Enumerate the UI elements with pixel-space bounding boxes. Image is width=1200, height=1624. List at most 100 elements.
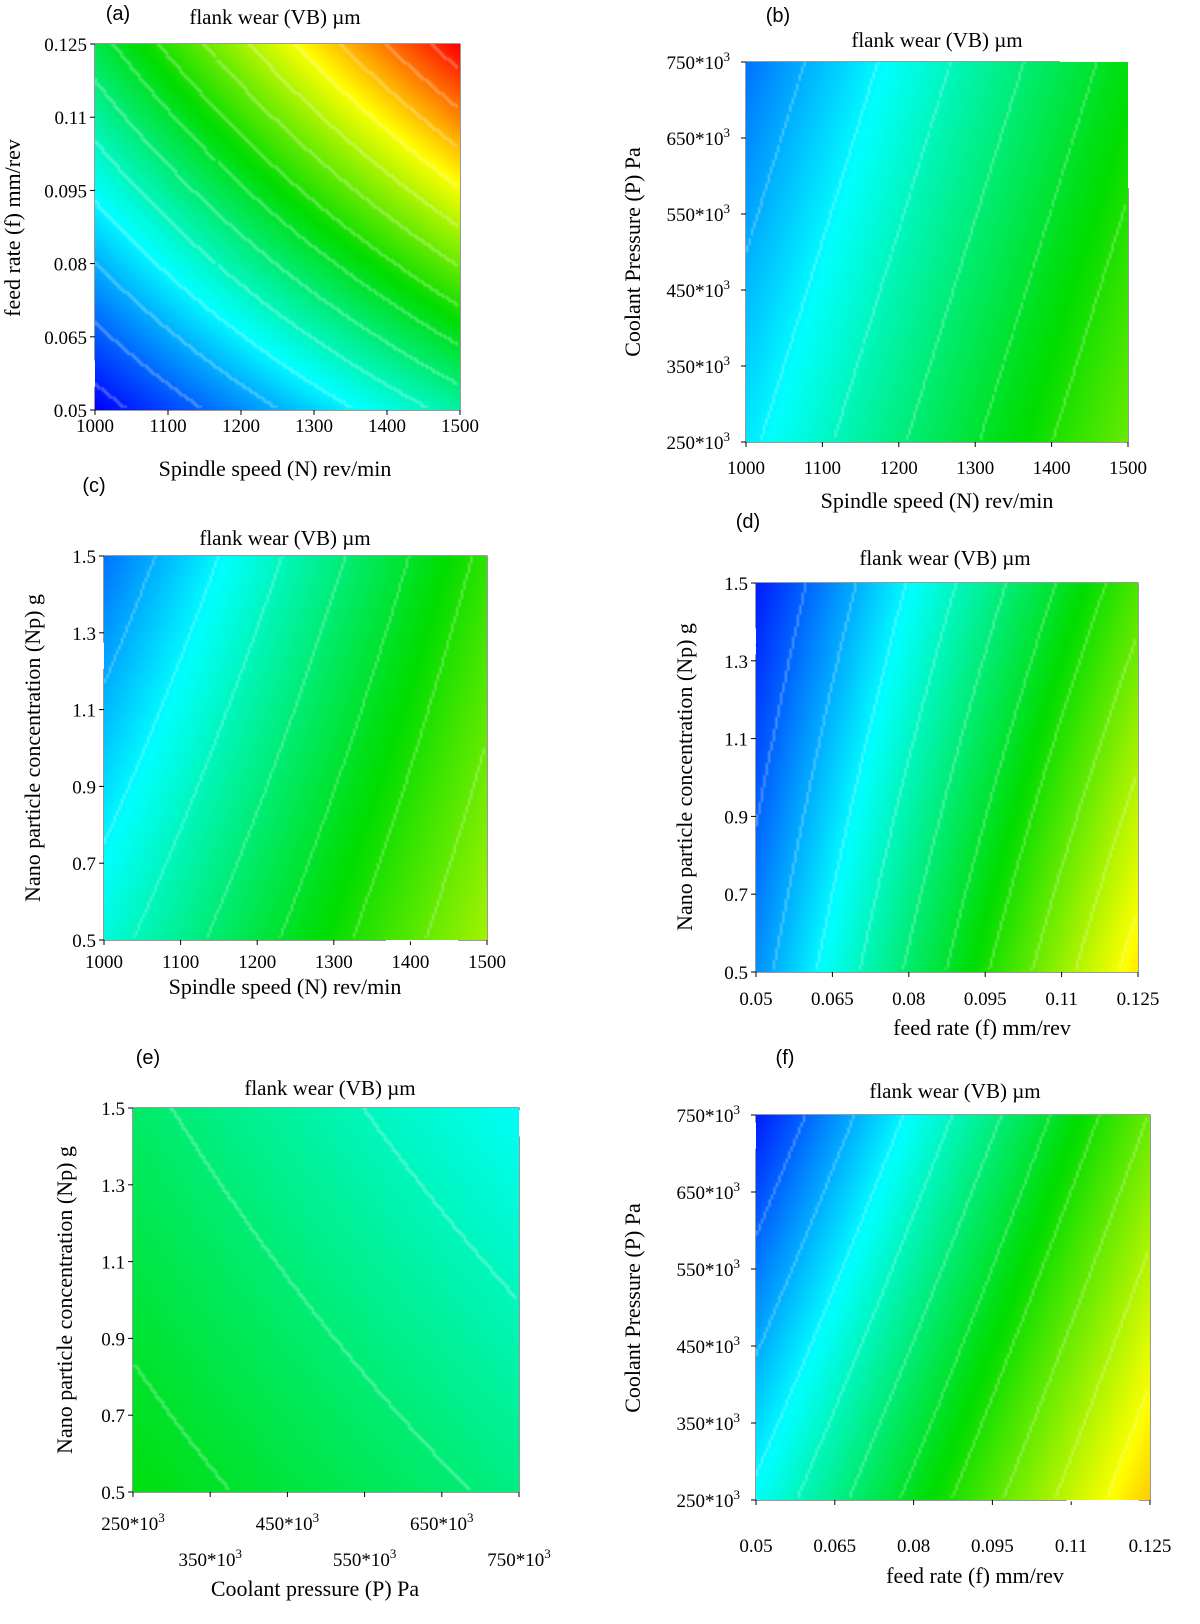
chart-title: flank wear (VB) µm: [199, 526, 370, 550]
y-tick-label: 0.5: [724, 963, 748, 984]
heatmap-surface-0: [95, 44, 460, 410]
panel-label: (e): [136, 1047, 160, 1069]
x-tick-exponent: 3: [158, 1510, 165, 1525]
chart-title: flank wear (VB) µm: [189, 5, 360, 29]
x-tick-label: 1200: [238, 952, 276, 973]
panel-label: (a): [106, 3, 130, 25]
y-tick-exponent: 3: [724, 277, 731, 292]
x-axis-label: Spindle speed (N) rev/min: [159, 456, 392, 481]
y-tick-label: 0.095: [44, 181, 87, 202]
x-tick-label: 1500: [1109, 458, 1147, 479]
y-axis-label: Nano particle concentration (Np) g: [20, 594, 45, 902]
x-axis-label: feed rate (f) mm/rev: [893, 1015, 1071, 1040]
y-tick-label: 0.9: [101, 1329, 125, 1350]
y-tick-exponent: 3: [724, 125, 731, 140]
x-tick-label: 550*103: [333, 1546, 397, 1571]
y-tick-exponent: 3: [734, 1487, 741, 1502]
x-axis-label: feed rate (f) mm/rev: [886, 1563, 1064, 1588]
y-tick-label: 1.3: [72, 624, 96, 645]
y-tick-label: 250*103: [667, 429, 731, 454]
y-tick-label: 1.3: [724, 652, 748, 673]
chart-title: flank wear (VB) µm: [244, 1076, 415, 1100]
y-tick-exponent: 3: [734, 1179, 741, 1194]
x-tick-label: 0.11: [1045, 989, 1078, 1010]
y-tick-exponent: 3: [724, 201, 731, 216]
y-tick-label: 0.7: [724, 885, 748, 906]
x-tick-label: 0.125: [1117, 989, 1160, 1010]
x-tick-label: 0.08: [892, 989, 925, 1010]
y-tick-exponent: 3: [734, 1102, 741, 1117]
y-tick-label: 650*103: [677, 1179, 741, 1204]
y-axis-label: Coolant Pressure (P) Pa: [620, 1203, 645, 1413]
x-tick-label: 0.065: [811, 989, 854, 1010]
y-tick-label: 1.5: [724, 574, 748, 595]
x-tick-label: 1400: [391, 952, 429, 973]
heatmap-surface-1: [746, 62, 1128, 442]
y-tick-exponent: 3: [724, 49, 731, 64]
x-tick-label: 1000: [727, 458, 765, 479]
y-tick-label: 0.5: [72, 931, 96, 952]
y-tick-label: 1.1: [72, 701, 96, 722]
x-tick-label: 0.11: [1055, 1536, 1088, 1557]
x-tick-exponent: 3: [544, 1546, 551, 1561]
y-tick-label: 750*103: [677, 1102, 741, 1127]
y-tick-label: 0.9: [724, 807, 748, 828]
y-tick-label: 350*103: [677, 1410, 741, 1435]
x-tick-label: 0.095: [971, 1536, 1014, 1557]
y-tick-exponent: 3: [734, 1410, 741, 1425]
x-tick-label: 450*103: [256, 1510, 320, 1535]
y-axis-label: Nano particle concentration (Np) g: [52, 1146, 77, 1454]
y-tick-label: 250*103: [677, 1487, 741, 1512]
x-tick-label: 1000: [76, 416, 114, 437]
chart-title: flank wear (VB) µm: [851, 28, 1022, 52]
x-tick-label: 1500: [468, 952, 506, 973]
y-tick-label: 650*103: [667, 125, 731, 150]
chart-title: flank wear (VB) µm: [869, 1079, 1040, 1103]
heatmap-surface-2: [104, 556, 487, 940]
x-axis-label: Coolant pressure (P) Pa: [211, 1576, 420, 1601]
y-axis-label: Coolant Pressure (P) Pa: [620, 147, 645, 357]
x-tick-label: 1300: [956, 458, 994, 479]
y-tick-exponent: 3: [724, 353, 731, 368]
y-tick-label: 550*103: [667, 201, 731, 226]
y-tick-exponent: 3: [724, 429, 731, 444]
y-tick-label: 1.5: [72, 547, 96, 568]
y-tick-label: 1.1: [724, 730, 748, 751]
y-tick-label: 350*103: [667, 353, 731, 378]
x-tick-label: 1000: [85, 952, 123, 973]
y-tick-label: 0.11: [54, 108, 87, 129]
y-tick-label: 0.125: [44, 35, 87, 56]
y-tick-label: 450*103: [677, 1333, 741, 1358]
x-tick-label: 0.095: [964, 989, 1007, 1010]
y-axis-label: Nano particle concentration (Np) g: [672, 623, 697, 931]
x-tick-label: 650*103: [410, 1510, 474, 1535]
panel-label: (f): [776, 1047, 795, 1069]
x-tick-label: 0.125: [1129, 1536, 1172, 1557]
x-tick-label: 1100: [149, 416, 186, 437]
x-tick-exponent: 3: [390, 1546, 397, 1561]
y-tick-label: 1.3: [101, 1176, 125, 1197]
x-tick-exponent: 3: [467, 1510, 474, 1525]
panel-label: (c): [82, 475, 105, 497]
panel-label: (d): [736, 511, 760, 533]
y-tick-label: 0.7: [72, 854, 96, 875]
x-tick-label: 0.05: [739, 1536, 772, 1557]
x-axis-label: Spindle speed (N) rev/min: [169, 974, 402, 999]
y-tick-label: 1.5: [101, 1099, 125, 1120]
panel-label: (b): [766, 5, 790, 27]
heatmap-surface-4: [133, 1108, 519, 1492]
x-tick-label: 0.05: [739, 989, 772, 1010]
x-tick-label: 1300: [315, 952, 353, 973]
y-tick-label: 0.05: [54, 401, 87, 422]
x-tick-label: 750*103: [487, 1546, 551, 1571]
x-tick-label: 1400: [368, 416, 406, 437]
y-axis-label: feed rate (f) mm/rev: [0, 139, 25, 317]
x-tick-label: 1300: [295, 416, 333, 437]
y-tick-label: 450*103: [667, 277, 731, 302]
y-tick-label: 0.7: [101, 1406, 125, 1427]
x-tick-label: 1200: [880, 458, 918, 479]
x-tick-exponent: 3: [313, 1510, 320, 1525]
y-tick-label: 0.08: [54, 255, 87, 276]
x-tick-label: 1200: [222, 416, 260, 437]
